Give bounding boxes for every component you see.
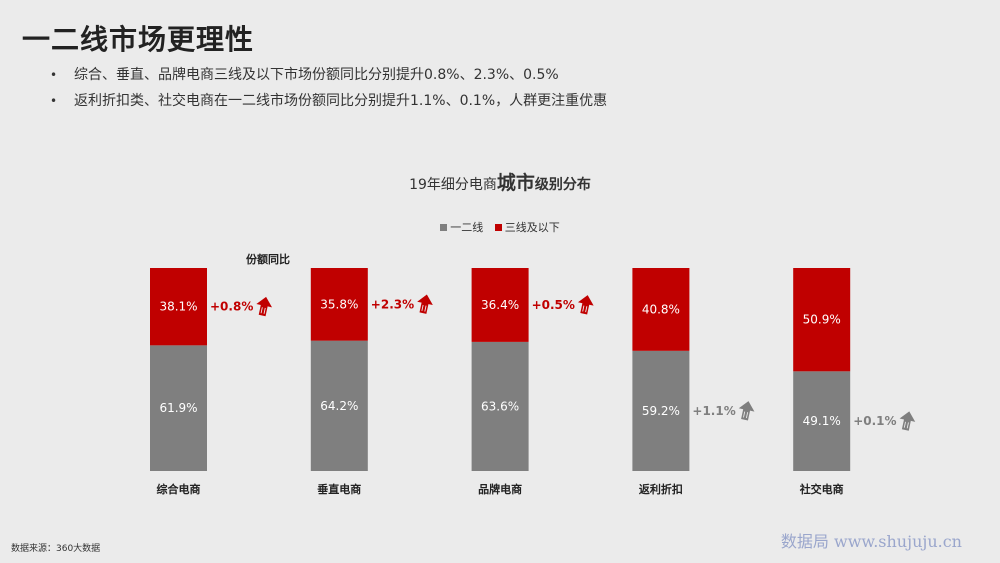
data-label-tier12: 63.6% [481,399,519,413]
bar-tier12 [310,340,368,471]
bar-tier12 [793,371,851,471]
bar-tier12 [632,350,690,471]
category-label: 社交电商 [799,482,844,496]
legend-swatch-tier3 [494,224,502,231]
category-label: 品牌电商 [478,482,522,496]
data-label-tier3: 50.9% [803,313,841,327]
data-label-tier3: 40.8% [642,302,680,316]
trend-up-arrow-icon [256,296,273,317]
legend-label-tier12: 一二线 [450,221,484,234]
bar-tier3 [310,268,368,341]
yoy-change-label: +1.1% [692,404,735,418]
yoy-change-label: +0.1% [853,414,896,428]
yoy-change-label: +0.8% [210,300,253,314]
data-label-tier12: 59.2% [642,404,680,418]
yoy-change-label: +0.5% [532,298,575,312]
data-label-tier12: 64.2% [320,399,358,413]
yoy-change-label: +2.3% [371,297,414,311]
trend-up-arrow-icon [738,401,755,421]
bullet-dot: • [50,68,58,82]
annotation-title: 份额同比 [246,253,290,266]
slide-title: 一二线市场更理性 [22,23,255,56]
legend-item-tier3: 三线及以下 [494,219,560,235]
bullet-item: • 综合、垂直、品牌电商三线及以下市场份额同比分别提升0.8%、2.3%、0.5… [50,62,607,88]
bar-tier12 [150,345,207,471]
watermark: 数据局 www.shujuju.cn [780,532,962,551]
chart-title-suffix: 级别分布 [534,177,591,193]
trend-up-arrow-icon [417,294,433,314]
trend-up-arrow-icon [577,295,594,315]
bar-tier12 [471,341,529,471]
bullet-text: 综合、垂直、品牌电商三线及以下市场份额同比分别提升0.8%、2.3%、0.5% [74,67,559,83]
bullet-dot: • [50,94,58,108]
bar-tier3 [632,268,690,351]
chart-legend: 一二线 三线及以下 [0,219,1000,235]
category-label: 垂直电商 [317,482,361,496]
bar-tier3 [471,268,529,342]
category-label: 返利折扣 [639,482,683,496]
data-label-tier12: 49.1% [803,414,841,428]
legend-label-tier3: 三线及以下 [504,221,560,234]
chart-title-emphasis: 城市 [496,172,535,194]
data-source-note: 数据来源：360大数据 [11,544,101,554]
data-label-tier3: 38.1% [159,300,197,314]
chart-title: 19年细分电商城市级别分布 [0,168,1000,195]
data-label-tier3: 35.8% [320,297,358,311]
legend-swatch-tier12 [440,224,448,231]
bullet-list: • 综合、垂直、品牌电商三线及以下市场份额同比分别提升0.8%、2.3%、0.5… [50,62,607,114]
legend-item-tier12: 一二线 [440,219,483,235]
bullet-text: 返利折扣类、社交电商在一二线市场份额同比分别提升1.1%、0.1%，人群更注重优… [74,93,608,109]
data-label-tier3: 36.4% [481,298,519,312]
data-label-tier12: 61.9% [159,401,197,415]
bullet-item: • 返利折扣类、社交电商在一二线市场份额同比分别提升1.1%、0.1%，人群更注… [50,88,607,114]
trend-up-arrow-icon [899,411,916,431]
bar-tier3 [793,268,851,372]
bar-tier3 [150,268,207,346]
category-label: 综合电商 [157,482,201,496]
chart-title-prefix: 19年细分电商 [409,177,497,193]
